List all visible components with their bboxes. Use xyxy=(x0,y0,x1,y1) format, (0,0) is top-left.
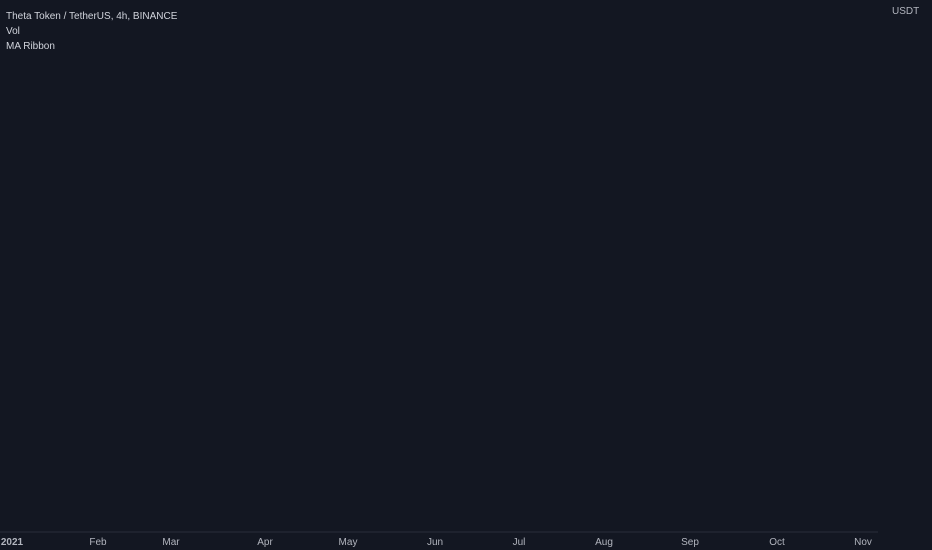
x-tick-label-0: 2021 xyxy=(1,537,24,548)
x-tick-label-4: May xyxy=(339,537,358,548)
x-tick-label-8: Sep xyxy=(681,537,699,548)
currency-label: USDT xyxy=(892,6,919,17)
indicator-ma-ribbon[interactable]: MA Ribbon xyxy=(6,41,55,52)
x-tick-label-5: Jun xyxy=(427,537,443,548)
x-tick-label-1: Feb xyxy=(89,537,107,548)
chart-legend: Theta Token / TetherUS, 4h, BINANCE Vol … xyxy=(6,9,177,54)
x-tick-label-3: Apr xyxy=(257,537,273,548)
indicator-vol[interactable]: Vol xyxy=(6,26,20,37)
x-tick-label-7: Aug xyxy=(595,537,613,548)
x-tick-label-10: Nov xyxy=(854,537,872,548)
symbol-title[interactable]: Theta Token / TetherUS, 4h, BINANCE xyxy=(6,11,178,22)
x-tick-label-9: Oct xyxy=(769,537,785,548)
x-tick-label-2: Mar xyxy=(162,537,180,548)
x-tick-label-6: Jul xyxy=(513,537,526,548)
